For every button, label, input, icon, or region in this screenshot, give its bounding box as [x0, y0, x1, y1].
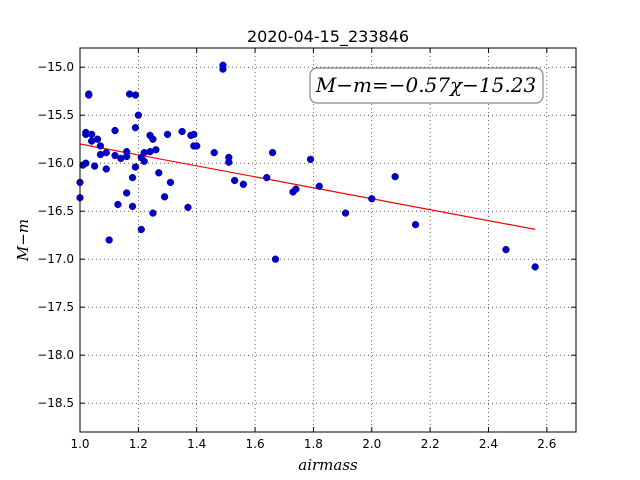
y-tick-label: −17.0 [37, 252, 74, 266]
data-point [391, 172, 399, 181]
data-point [111, 126, 119, 135]
grid-lines [79, 48, 576, 432]
x-tick-label: 1.4 [187, 437, 206, 451]
y-tick-label: −15.5 [37, 108, 74, 122]
data-point [368, 195, 376, 203]
x-tick-label: 1.8 [304, 437, 323, 451]
data-point [149, 209, 157, 217]
data-point [96, 142, 105, 150]
data-point [341, 209, 350, 217]
data-point [149, 135, 157, 143]
y-tick-label: −17.5 [37, 300, 74, 314]
x-axis-label: airmass [298, 456, 358, 474]
data-point [531, 263, 539, 271]
x-tick-label: 1.6 [246, 437, 265, 451]
x-tick-label: 2.4 [479, 437, 498, 451]
data-point [268, 148, 277, 157]
data-point [137, 225, 145, 234]
data-point [102, 165, 110, 173]
x-tick-label: 1.2 [129, 437, 148, 451]
data-point [131, 124, 140, 132]
data-point [128, 202, 137, 211]
data-point [134, 111, 143, 119]
plot-area [80, 48, 576, 432]
data-point [102, 148, 110, 157]
data-point [152, 146, 160, 154]
data-point [90, 162, 99, 170]
fit-equation: M−m=−0.57χ−15.23 [315, 73, 536, 97]
data-point [140, 157, 148, 165]
y-tick-label: −18.0 [37, 348, 74, 362]
fit-annotation: M−m=−0.57χ−15.23 [309, 67, 544, 104]
data-point [123, 189, 131, 197]
plot-frame [79, 47, 577, 433]
data-point [315, 182, 323, 190]
data-point [166, 178, 175, 187]
data-point [271, 255, 280, 263]
x-tick-label: 2.0 [362, 437, 381, 451]
y-tick-label: −16.5 [37, 204, 74, 218]
data-point [105, 236, 113, 244]
data-point [219, 65, 227, 73]
data-point [93, 135, 102, 143]
data-point [128, 173, 137, 182]
data-point [210, 148, 218, 157]
data-point [163, 130, 172, 139]
data-point [184, 203, 192, 212]
data-point [123, 152, 131, 161]
data-point [193, 142, 201, 150]
data-point [263, 173, 271, 182]
data-point [131, 163, 140, 171]
data-point [114, 200, 122, 209]
data-point [306, 155, 315, 164]
data-point [292, 185, 300, 193]
data-point [502, 245, 510, 254]
y-tick-label: −16.0 [37, 156, 74, 170]
data-point [190, 130, 198, 139]
data-point [160, 193, 169, 201]
axis-ticks: 1.0 1.2 1.4 1.6 1.8 2.0 2.2 2.4 2.6 −15.0 −15.5 −16… [37, 48, 576, 451]
x-tick-label: 2.6 [537, 437, 556, 451]
data-point [155, 169, 163, 177]
annotation-box [309, 67, 544, 104]
y-tick-label: −18.5 [37, 396, 74, 410]
data-point [230, 176, 239, 185]
data-point [178, 127, 186, 136]
data-point [85, 91, 93, 99]
data-points [76, 61, 539, 271]
data-point [131, 91, 140, 99]
fit-line [79, 143, 536, 230]
fit-line-group [79, 143, 536, 230]
y-axis-label: M−m [14, 219, 32, 262]
data-point [239, 180, 248, 188]
data-point [111, 151, 119, 160]
x-tick-label: 2.2 [421, 437, 440, 451]
data-point [411, 220, 420, 229]
x-tick-label: 1.0 [70, 437, 89, 451]
chart-title: 2020-04-15_233846 [247, 27, 409, 47]
data-point [225, 158, 233, 166]
data-point [88, 130, 96, 139]
y-tick-label: −15.0 [37, 60, 74, 74]
